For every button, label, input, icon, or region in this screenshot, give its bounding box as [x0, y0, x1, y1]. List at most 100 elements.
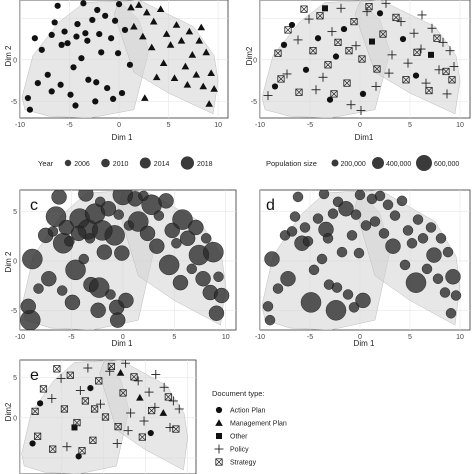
circle-a-point-32 — [121, 26, 129, 34]
legend-doctype-label-0: Action Plan — [230, 408, 266, 415]
boxx-b-point-20-box — [448, 76, 456, 84]
bubble-d-15 — [316, 253, 328, 265]
ytick-a-1: 0 — [13, 57, 17, 64]
bubble-c-40 — [153, 210, 165, 221]
strategy-e-point-1-box — [39, 385, 48, 393]
bubble-c-52 — [200, 233, 212, 244]
boxx-b-point-15-d2 — [402, 76, 410, 84]
bubble-d-57 — [450, 290, 462, 301]
boxx-b-point-18-box — [433, 34, 441, 42]
triangle-a-point-21 — [205, 100, 213, 107]
triangle-a-point-9 — [162, 30, 171, 37]
policy-e-point-18 — [151, 369, 161, 379]
boxx-b-point-10-box — [358, 55, 366, 63]
cross-b-point-18 — [434, 65, 444, 75]
bubble-d-23 — [331, 282, 343, 293]
boxx-b-point-5-box — [316, 12, 324, 20]
circle-a-point-12 — [67, 91, 74, 98]
legend-doctype-swatch-point-2 — [216, 433, 222, 439]
plot-area-c: -10 -5 0 5 10 -5 0 5 — [11, 189, 237, 341]
triangle-a-point-23 — [210, 85, 218, 92]
circle-a-point-28 — [111, 17, 119, 24]
panel-d: -10 -5 0 5 10 d Dim 1 — [255, 189, 471, 348]
legend-year-swatch-1 — [101, 158, 110, 168]
boxx-b-point-16 — [413, 48, 421, 56]
bubble-c-13 — [64, 294, 81, 311]
legend-pop-label-0: 200,000 — [341, 161, 366, 168]
bubble-c-51 — [195, 271, 211, 287]
boxx-b-point-7-d2 — [334, 38, 342, 46]
boxx-b-point-17 — [425, 86, 433, 95]
strategy-e-point-7-box — [81, 397, 89, 405]
bubble-c-3 — [33, 283, 44, 294]
circle-a-point-6 — [48, 31, 55, 39]
strategy-e-point-9 — [95, 377, 103, 385]
bubble-c-58 — [110, 312, 126, 328]
circle-a-point-37 — [96, 30, 103, 38]
triangle-a-point-10 — [166, 41, 175, 48]
policy-e-point-16 — [62, 442, 72, 452]
bubble-d-11 — [302, 236, 314, 247]
policy-e-point-2 — [75, 386, 85, 396]
circle-a-point-19 — [89, 16, 96, 24]
cross-b-point-20 — [442, 89, 452, 99]
bubble-d-41 — [396, 195, 408, 207]
circle-a-point-31 — [118, 89, 126, 97]
strategy-e-point-0-box — [31, 407, 39, 415]
legend-year-swatch-0 — [64, 159, 72, 167]
boxx-b-point-1-d2 — [284, 26, 292, 34]
xtick-d-3: 5 — [408, 334, 412, 341]
boxx-b-point-9 — [350, 18, 358, 26]
xtick-a-3: 5 — [167, 122, 171, 129]
policy-e-point-6 — [112, 438, 122, 448]
boxx-b-point-22 — [277, 75, 285, 83]
xtick-c-0: -10 — [15, 334, 25, 341]
triangle-a-point-2 — [135, 1, 143, 8]
boxx-b-point-15-box — [402, 76, 410, 84]
triangle-a-point-4 — [142, 8, 151, 16]
strategy-e-point-12-box — [114, 423, 122, 431]
xtick-b-4: 10 — [456, 122, 464, 129]
strategy-e-point-3-d2 — [53, 365, 61, 373]
bubble-c-23 — [88, 277, 110, 298]
triangle-a-point-18 — [195, 36, 204, 44]
strategy-e-point-17-box — [164, 393, 172, 401]
bubble-d-52 — [435, 233, 447, 244]
boxx-b-point-13-d2 — [379, 30, 387, 38]
policy-e-point-15 — [168, 396, 178, 406]
circle-a-point-35 — [57, 81, 64, 88]
boxx-b-point-6-box — [324, 61, 332, 69]
bubble-c-55 — [208, 305, 225, 321]
boxx-b-point-17-d2 — [425, 87, 433, 95]
circle-a-point-21 — [94, 6, 101, 14]
cross-b-point-6 — [351, 41, 361, 51]
policy-e-point-7 — [121, 360, 131, 368]
bubble-d-49 — [425, 222, 437, 233]
boxx-b-point-4 — [309, 47, 317, 55]
xtick-a-2: 0 — [117, 122, 121, 129]
strategy-e-point-20-d2 — [34, 432, 42, 440]
xlabel-c: Dim 1 — [112, 339, 133, 348]
circle-a-point-39 — [72, 102, 79, 109]
circle-a-point-15 — [80, 0, 87, 7]
boxx-b-point-21-box — [330, 90, 338, 98]
cross-b-point-3 — [318, 72, 328, 82]
strategy-e-point-13-d2 — [119, 389, 127, 397]
panel-e: 50 e Dim2 — [4, 359, 197, 474]
legend-doctype-swatch-point-1 — [215, 419, 223, 426]
strategy-e-point-12-d2 — [114, 423, 122, 431]
boxx-b-point-14-box — [392, 13, 400, 22]
bubble-d-54 — [442, 246, 454, 258]
panel-b: -10 -5 0 5 10 -5 0 Dim1 Dim2 — [245, 0, 471, 142]
strategy-e-point-8-d2 — [89, 436, 97, 444]
triangle-a-point-12 — [172, 21, 181, 28]
bubble-c-61 — [92, 220, 113, 241]
bubble-d-10 — [299, 222, 311, 233]
bubble-d-6 — [289, 211, 301, 222]
xtick-a-0: -10 — [15, 122, 25, 129]
triangle-a-point-3 — [139, 32, 147, 40]
management-plan-e-point-0 — [136, 393, 144, 401]
plot-area-e: 50 — [13, 359, 197, 474]
triangle-a-point-6 — [149, 17, 158, 25]
strategy-e-point-0 — [31, 407, 39, 415]
